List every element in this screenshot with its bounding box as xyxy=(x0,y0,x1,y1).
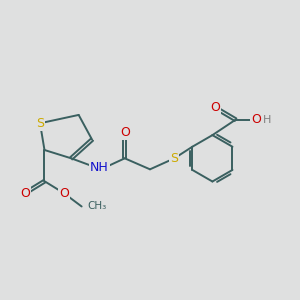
Text: O: O xyxy=(120,126,130,139)
Text: O: O xyxy=(20,187,30,200)
Text: S: S xyxy=(170,152,178,165)
Text: H: H xyxy=(263,115,272,125)
Text: NH: NH xyxy=(90,161,109,174)
Text: S: S xyxy=(36,117,44,130)
Text: CH₃: CH₃ xyxy=(87,202,106,212)
Text: O: O xyxy=(251,113,261,126)
Text: O: O xyxy=(211,101,220,114)
Text: O: O xyxy=(59,187,69,200)
